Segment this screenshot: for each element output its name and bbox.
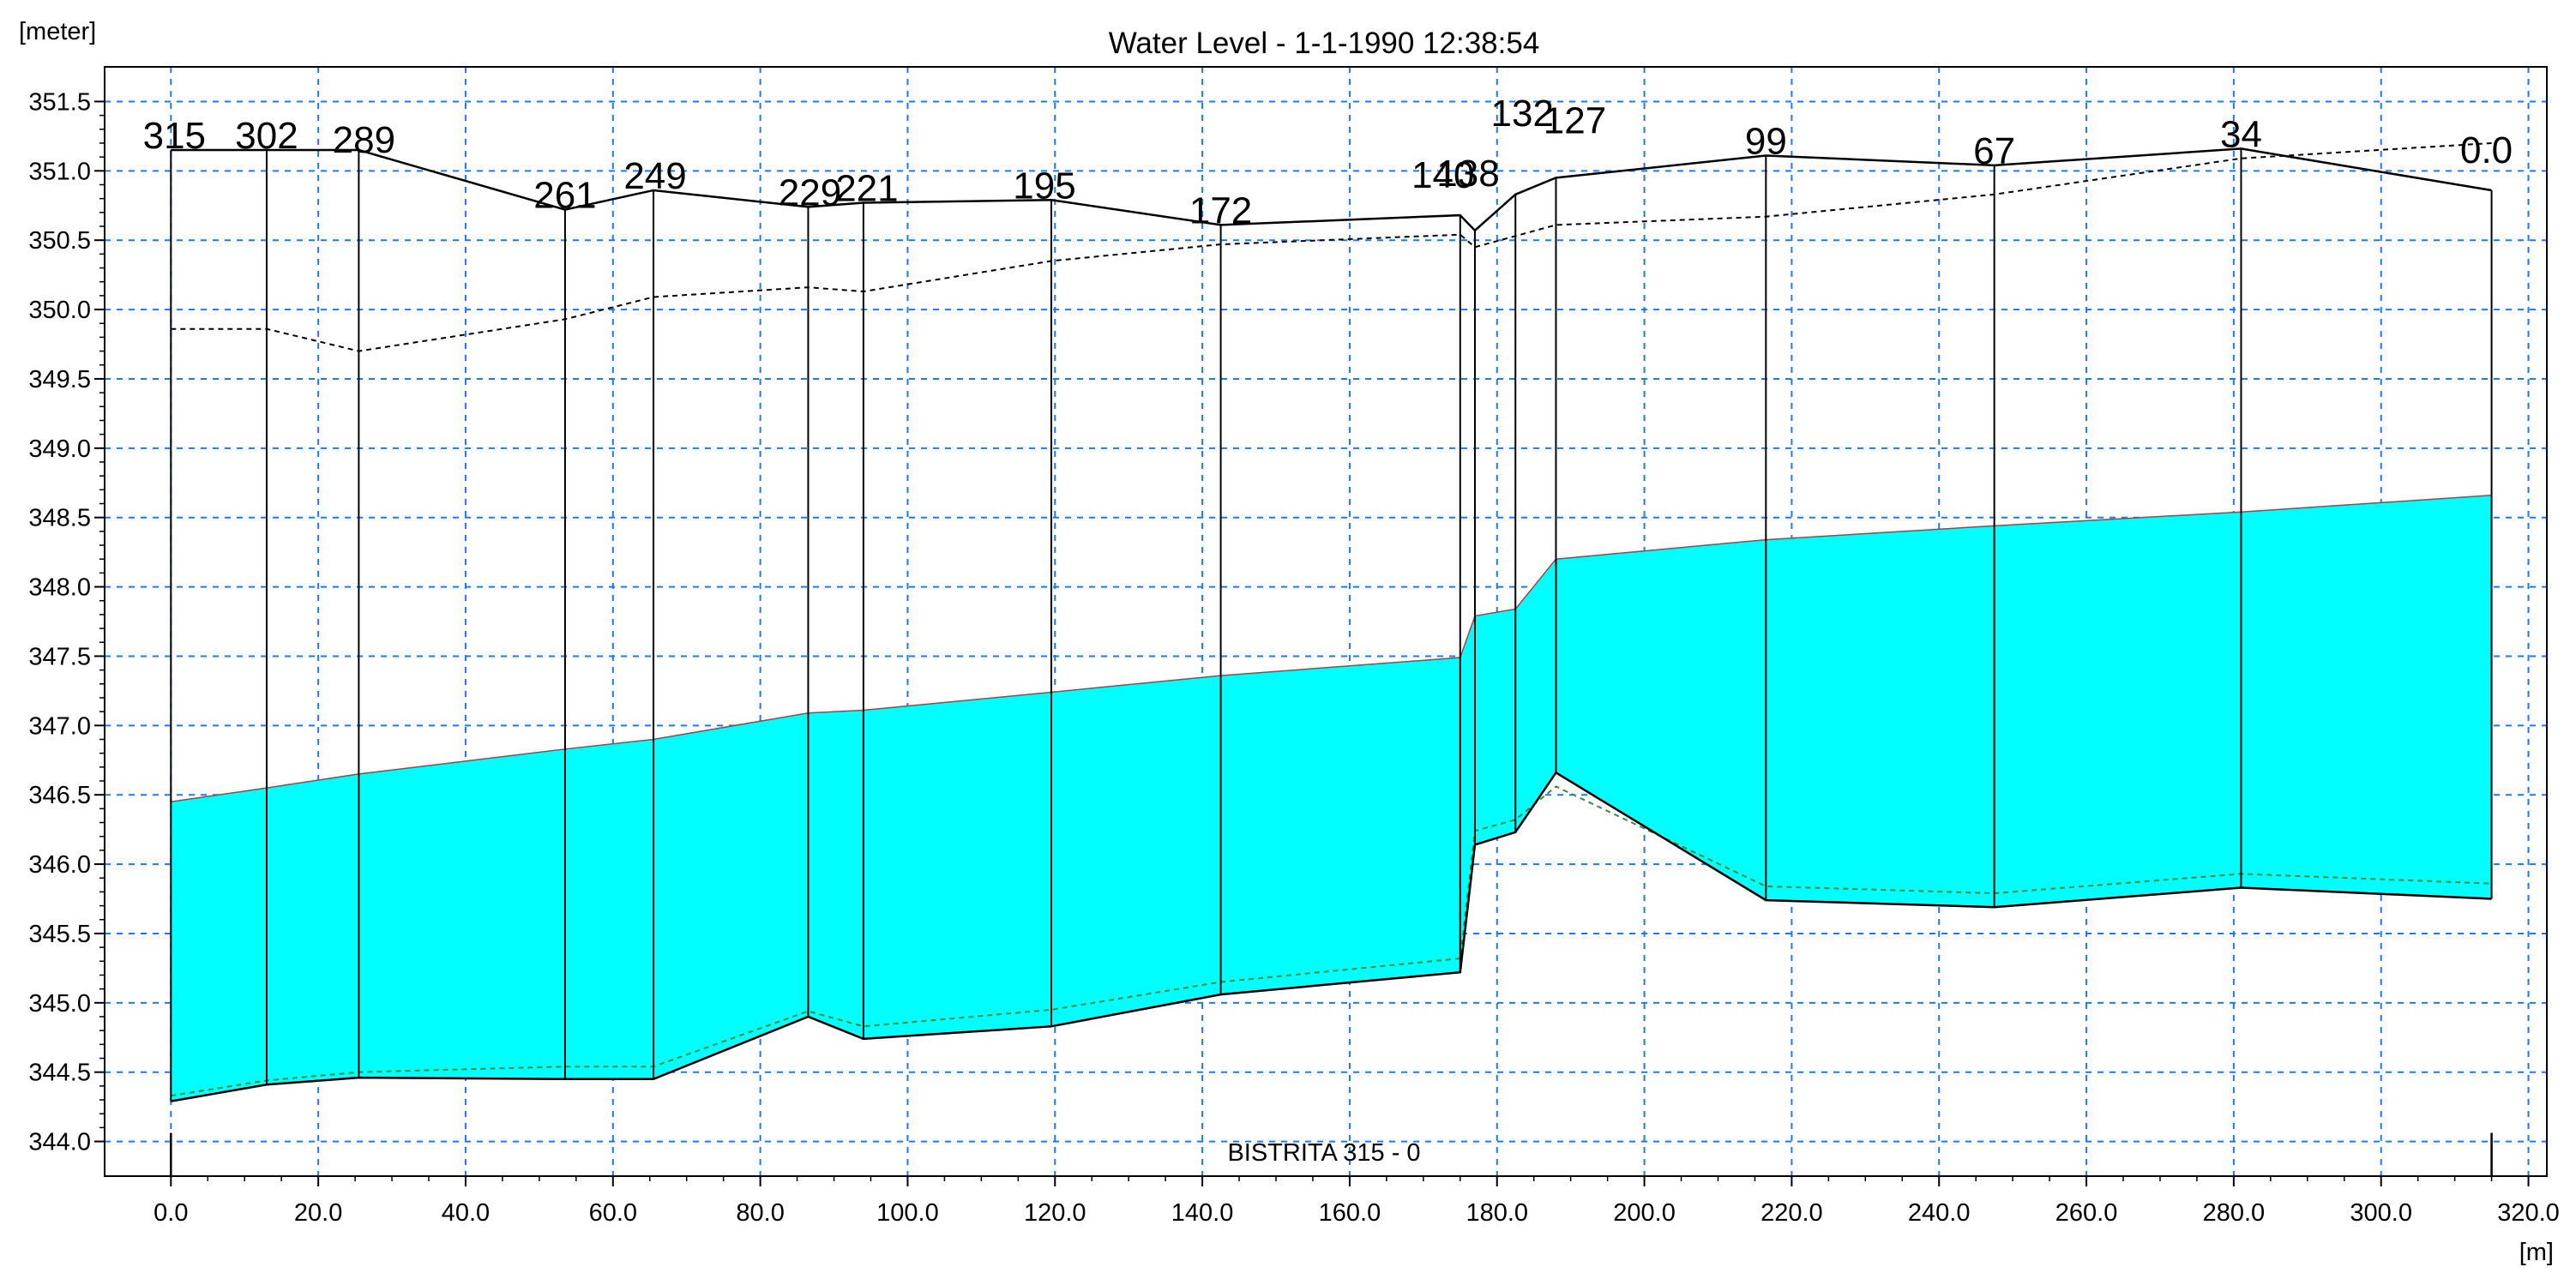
station-label: 195 — [1013, 165, 1075, 207]
station-label: 315 — [143, 115, 206, 157]
station-label: 99 — [1745, 121, 1787, 163]
x-tick-label: 140.0 — [1171, 1199, 1234, 1227]
water-area — [171, 495, 2492, 1102]
x-tick-label: 200.0 — [1613, 1199, 1676, 1227]
station-label: 34 — [2220, 113, 2262, 155]
x-axis-unit: [m] — [2519, 1239, 2554, 1266]
station-label: 249 — [623, 155, 686, 197]
y-tick-label: 344.5 — [28, 1060, 91, 1087]
x-tick-label: 60.0 — [589, 1199, 637, 1227]
y-tick-label: 345.0 — [28, 990, 91, 1018]
x-tick-label: 40.0 — [442, 1199, 490, 1227]
branch-label: BISTRITA 315 - 0 — [1227, 1139, 1420, 1167]
y-tick-label: 346.5 — [28, 782, 91, 809]
x-tick-label: 100.0 — [876, 1199, 939, 1227]
y-tick-label: 347.5 — [28, 643, 91, 670]
y-axis-unit: [meter] — [19, 18, 96, 45]
station-label: 261 — [533, 175, 596, 217]
y-tick-label: 348.5 — [28, 505, 91, 532]
x-tick-label: 180.0 — [1466, 1199, 1528, 1227]
station-label: 302 — [235, 115, 298, 157]
x-tick-label: 240.0 — [1908, 1199, 1971, 1227]
x-tick-label: 260.0 — [2055, 1199, 2118, 1227]
station-label: 67 — [1973, 130, 2015, 172]
x-tick-label: 0.0 — [153, 1199, 188, 1227]
y-tick-label: 349.5 — [28, 366, 91, 393]
y-tick-label: 347.0 — [28, 712, 91, 740]
axis-ticks: 0.0 20.0 40.0 60.0 80.0 100.0 120.0 140.0 160.0 1… — [28, 88, 2559, 1227]
x-tick-label: 220.0 — [1760, 1199, 1823, 1227]
x-tick-label: 160.0 — [1319, 1199, 1381, 1227]
station-label: 229 — [779, 171, 841, 213]
station-label: 289 — [333, 119, 395, 161]
y-tick-label: 345.5 — [28, 921, 91, 948]
station-label: 221 — [835, 168, 898, 210]
chart-title: Water Level - 1-1-1990 12:38:54 — [1109, 27, 1540, 60]
y-tick-label: 351.0 — [28, 158, 91, 185]
y-tick-label: 349.0 — [28, 435, 91, 463]
x-tick-label: 120.0 — [1024, 1199, 1086, 1227]
station-label: 132 — [1491, 93, 1554, 135]
station-label: 138 — [1436, 153, 1499, 195]
y-tick-label: 344.0 — [28, 1129, 91, 1156]
station-label: 127 — [1544, 99, 1606, 141]
water-fill-polygon — [171, 495, 2492, 1102]
x-tick-label: 300.0 — [2350, 1199, 2412, 1227]
x-tick-label: 80.0 — [736, 1199, 784, 1227]
station-label: 140 — [1411, 154, 1474, 196]
station-label: 0.0 — [2460, 129, 2513, 171]
y-tick-label: 346.0 — [28, 851, 91, 879]
x-tick-label: 320.0 — [2497, 1199, 2560, 1227]
x-tick-label: 280.0 — [2203, 1199, 2266, 1227]
x-tick-label: 20.0 — [294, 1199, 342, 1227]
plot-frame — [104, 66, 2548, 1177]
y-tick-label: 348.0 — [28, 574, 91, 602]
y-tick-label: 351.5 — [28, 88, 91, 116]
station-label: 172 — [1189, 189, 1252, 231]
y-tick-label: 350.0 — [28, 297, 91, 324]
y-tick-label: 350.5 — [28, 227, 91, 255]
